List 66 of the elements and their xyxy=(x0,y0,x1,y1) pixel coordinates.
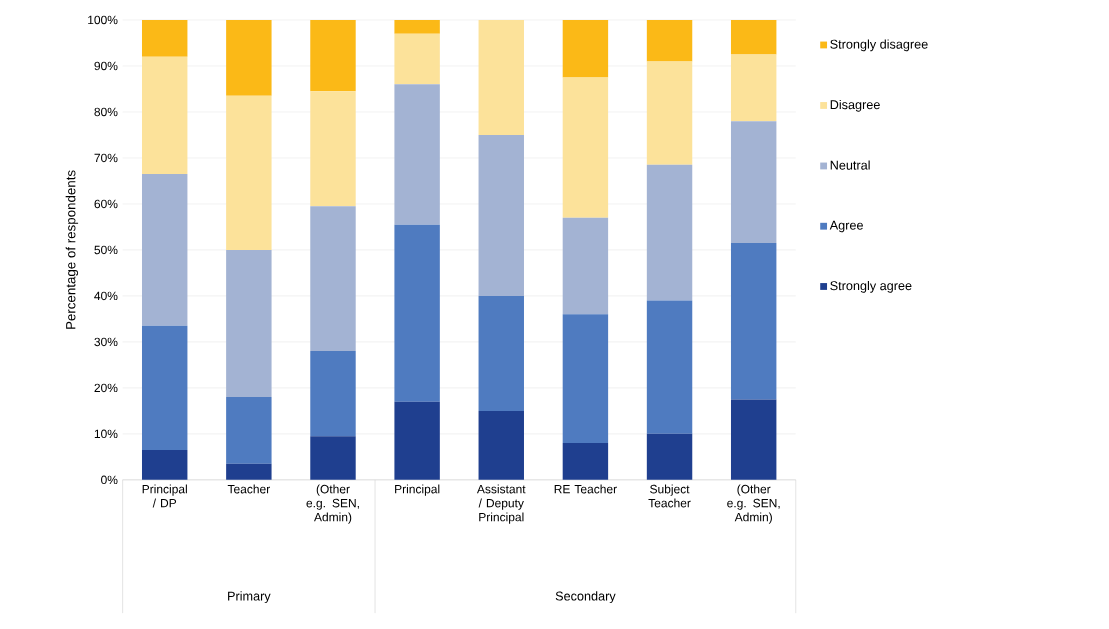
bar xyxy=(394,33,440,85)
legend-label: Disagree xyxy=(830,99,880,112)
y-tick-label: 0% xyxy=(101,475,118,485)
x-tick-label: Assistant / Deputy Principal xyxy=(476,484,526,524)
y-tick-label: 100% xyxy=(88,15,118,25)
y-tick-label: 50% xyxy=(94,245,118,255)
bar xyxy=(394,224,440,402)
bar xyxy=(562,19,609,78)
bar xyxy=(646,61,693,165)
bar xyxy=(730,242,777,400)
bar xyxy=(141,173,188,326)
bar xyxy=(141,19,188,57)
text: Primary xyxy=(228,591,271,603)
bar xyxy=(226,397,272,464)
bar xyxy=(562,217,609,315)
bar xyxy=(310,91,356,207)
x-tick-label: Principal / DP xyxy=(142,484,187,508)
bar xyxy=(226,463,272,480)
y-tick-label: 10% xyxy=(94,429,118,439)
bar xyxy=(310,436,356,480)
legend-label: Strongly disagree xyxy=(830,39,928,52)
x-tick-label: RE Teacher xyxy=(554,484,617,494)
bar xyxy=(562,77,609,218)
bar xyxy=(141,449,188,480)
legend-label: Agree xyxy=(829,220,863,233)
bar xyxy=(562,443,609,480)
y-tick-label: 60% xyxy=(94,199,118,209)
x-tick-label: (Other e.g. SEN, Admin) xyxy=(727,484,780,524)
legend-label: Strongly agree xyxy=(830,280,912,293)
bar xyxy=(562,314,609,443)
text: Secondary xyxy=(555,591,616,603)
bar xyxy=(646,19,693,62)
bar xyxy=(646,433,693,480)
bar xyxy=(394,84,440,225)
bar xyxy=(730,19,777,55)
bar xyxy=(226,19,272,96)
bar xyxy=(730,121,777,243)
bar xyxy=(310,351,356,437)
bar xyxy=(730,54,777,122)
bar xyxy=(226,95,272,250)
x-tick-label: (Other e.g. SEN, Admin) xyxy=(306,484,359,524)
bar xyxy=(141,325,188,450)
y-axis-title: Percentage of respondents xyxy=(65,170,79,329)
bar xyxy=(310,19,356,92)
y-tick-label: 70% xyxy=(94,153,118,163)
bar xyxy=(310,206,356,352)
bar xyxy=(478,295,524,411)
bar xyxy=(730,399,777,480)
bar xyxy=(141,56,188,174)
bar xyxy=(646,300,693,434)
bar xyxy=(394,19,440,34)
bar xyxy=(646,164,693,301)
bar xyxy=(478,19,524,135)
legend-label: Neutral xyxy=(830,160,870,170)
y-tick-label: 40% xyxy=(94,291,118,301)
bar xyxy=(226,249,272,398)
y-tick-label: 90% xyxy=(94,61,118,71)
bar xyxy=(478,410,524,480)
x-tick-label: Principal xyxy=(395,484,440,496)
bar xyxy=(394,401,440,480)
x-tick-label: Teacher xyxy=(227,484,270,494)
y-tick-label: 80% xyxy=(94,107,118,117)
x-tick-label: Subject Teacher xyxy=(648,484,691,508)
bar xyxy=(478,134,524,296)
y-tick-label: 20% xyxy=(94,383,118,393)
y-tick-label: 30% xyxy=(94,337,118,347)
